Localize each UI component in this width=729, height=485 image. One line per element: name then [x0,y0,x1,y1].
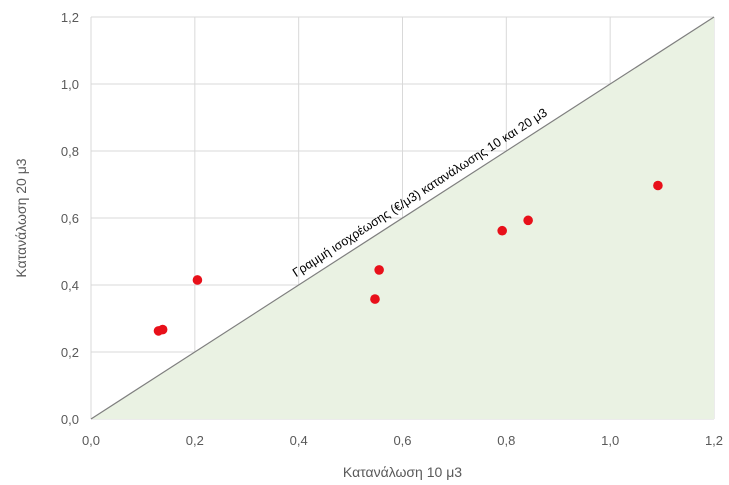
data-point [158,325,168,335]
y-tick-label: 0,6 [61,211,79,226]
y-tick-label: 1,0 [61,77,79,92]
x-tick-label: 1,0 [601,433,619,448]
y-tick-labels: 0,0 0,2 0,4 0,6 0,8 1,0 1,2 [61,10,79,427]
y-tick-label: 0,4 [61,278,79,293]
data-point [653,181,663,191]
x-tick-label: 0,2 [186,433,204,448]
data-point [193,275,203,285]
y-axis-title: Κατανάλωση 20 μ3 [13,158,29,277]
x-tick-labels: 0,0 0,2 0,4 0,6 0,8 1,0 1,2 [82,433,723,448]
x-tick-label: 0,4 [290,433,308,448]
data-point [374,265,384,275]
data-point [370,294,380,304]
x-tick-label: 0,8 [497,433,515,448]
y-tick-label: 1,2 [61,10,79,25]
x-tick-label: 0,0 [82,433,100,448]
y-tick-label: 0,0 [61,412,79,427]
y-tick-label: 0,8 [61,144,79,159]
y-tick-label: 0,2 [61,345,79,360]
data-point [523,216,533,226]
x-axis-title: Κατανάλωση 10 μ3 [343,464,462,480]
data-point [497,226,507,236]
x-tick-label: 0,6 [393,433,411,448]
x-tick-label: 1,2 [705,433,723,448]
